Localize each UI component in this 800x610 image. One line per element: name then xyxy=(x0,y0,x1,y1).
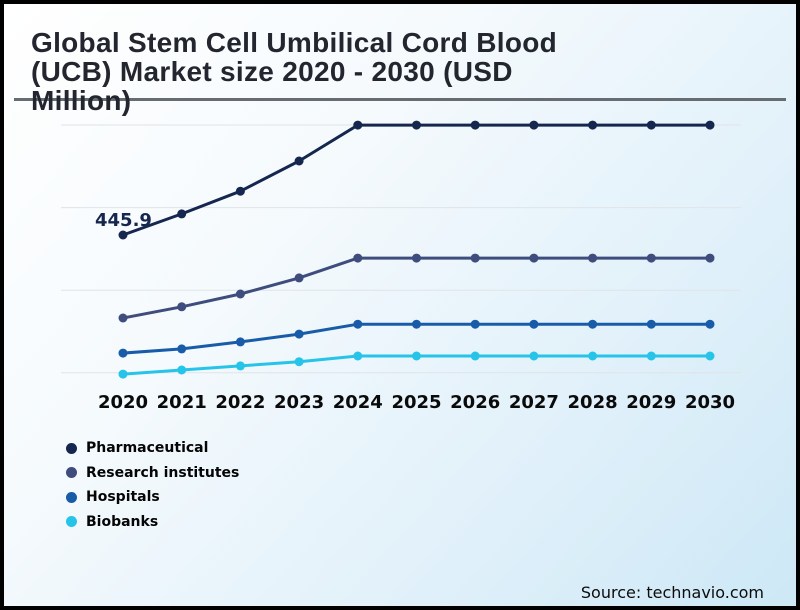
data-point-research-institutes-2022 xyxy=(235,289,245,299)
series-line-pharmaceutical xyxy=(121,123,712,237)
data-point-biobanks-2029 xyxy=(646,351,656,361)
legend-label: Hospitals xyxy=(86,489,160,506)
data-point-pharmaceutical-2027 xyxy=(529,120,539,130)
x-axis-label: 2023 xyxy=(274,392,324,413)
data-point-research-institutes-2027 xyxy=(529,253,539,263)
data-point-pharmaceutical-2029 xyxy=(646,120,656,130)
data-point-pharmaceutical-2023 xyxy=(294,156,304,166)
data-point-pharmaceutical-2025 xyxy=(412,120,421,130)
data-point-biobanks-2027 xyxy=(529,351,539,361)
data-point-biobanks-2026 xyxy=(470,351,480,361)
data-point-hospitals-2025 xyxy=(412,319,421,329)
data-point-biobanks-2028 xyxy=(588,351,598,361)
data-point-pharmaceutical-2021 xyxy=(177,209,187,219)
legend-bullet-icon xyxy=(66,467,77,479)
data-point-research-institutes-2023 xyxy=(294,273,304,283)
chart-title-line: Global Stem Cell Umbilical Cord Blood xyxy=(31,27,558,58)
data-point-research-institutes-2026 xyxy=(470,253,480,263)
data-point-biobanks-2030 xyxy=(705,351,715,361)
data-point-pharmaceutical-2026 xyxy=(470,120,480,130)
data-point-biobanks-2021 xyxy=(177,365,187,375)
data-point-pharmaceutical-2022 xyxy=(235,186,245,196)
data-point-biobanks-2023 xyxy=(294,357,304,367)
title-divider-rule xyxy=(14,98,786,101)
data-point-hospitals-2020 xyxy=(118,348,128,358)
legend-bullet-icon xyxy=(66,516,77,528)
legend-item-hospitals: Hospitals xyxy=(66,485,239,510)
data-point-label: 445.9 xyxy=(95,210,152,231)
series-line-research-institutes xyxy=(121,256,712,320)
legend-label: Biobanks xyxy=(86,513,159,530)
legend: Pharmaceutical Research institutes Hospi… xyxy=(66,436,239,534)
data-point-research-institutes-2030 xyxy=(705,253,715,263)
x-axis-label: 2026 xyxy=(450,392,500,413)
data-point-hospitals-2022 xyxy=(235,337,245,347)
data-point-biobanks-2022 xyxy=(235,361,245,371)
data-point-hospitals-2027 xyxy=(529,319,539,329)
x-axis-label: 2022 xyxy=(215,392,265,413)
data-point-research-institutes-2021 xyxy=(177,302,187,312)
x-axis-label: 2030 xyxy=(685,392,735,413)
x-axis-label: 2028 xyxy=(568,392,618,413)
data-point-hospitals-2024 xyxy=(353,319,363,329)
data-point-biobanks-2025 xyxy=(412,351,421,361)
data-point-hospitals-2026 xyxy=(470,319,480,329)
data-point-research-institutes-2020 xyxy=(118,313,128,323)
data-point-research-institutes-2028 xyxy=(588,253,598,263)
data-point-hospitals-2029 xyxy=(646,319,656,329)
data-point-research-institutes-2024 xyxy=(353,253,363,263)
market-size-line-chart: 2020 2021 2022 2023 2024 2025 2026 2027 2028 2029… xyxy=(61,120,741,413)
legend-item-pharmaceutical: Pharmaceutical xyxy=(66,436,239,461)
data-point-biobanks-2020 xyxy=(118,369,128,379)
data-point-pharmaceutical-2028 xyxy=(588,120,598,130)
x-axis-label: 2025 xyxy=(391,392,441,413)
legend-label: Pharmaceutical xyxy=(86,440,209,457)
x-axis-label: 2024 xyxy=(333,392,383,413)
data-point-biobanks-2024 xyxy=(353,351,363,361)
data-point-hospitals-2028 xyxy=(588,319,598,329)
data-point-hospitals-2030 xyxy=(705,319,715,329)
data-point-research-institutes-2025 xyxy=(412,253,421,263)
legend-label: Research institutes xyxy=(86,464,240,481)
chart-title-line: (UCB) Market size 2020 - 2030 (USD xyxy=(31,56,513,87)
data-point-pharmaceutical-2020 xyxy=(118,230,128,240)
x-axis-label: 2029 xyxy=(626,392,676,413)
legend-bullet-icon xyxy=(66,491,77,503)
chart-title: Global Stem Cell Umbilical Cord Blood (U… xyxy=(31,28,651,115)
x-axis-label: 2021 xyxy=(157,392,207,413)
x-axis-label: 2027 xyxy=(509,392,559,413)
data-point-research-institutes-2029 xyxy=(646,253,656,263)
legend-item-research-institutes: Research institutes xyxy=(66,461,239,486)
data-point-pharmaceutical-2024 xyxy=(353,120,363,130)
chart-title-line: Million) xyxy=(31,85,132,116)
legend-item-biobanks: Biobanks xyxy=(66,510,239,535)
data-point-hospitals-2021 xyxy=(177,344,187,354)
data-point-pharmaceutical-2030 xyxy=(705,120,715,130)
x-axis-label: 2020 xyxy=(98,392,148,413)
legend-bullet-icon xyxy=(66,442,77,454)
source-credit: Source: technavio.com xyxy=(580,583,764,602)
data-point-hospitals-2023 xyxy=(294,329,304,339)
